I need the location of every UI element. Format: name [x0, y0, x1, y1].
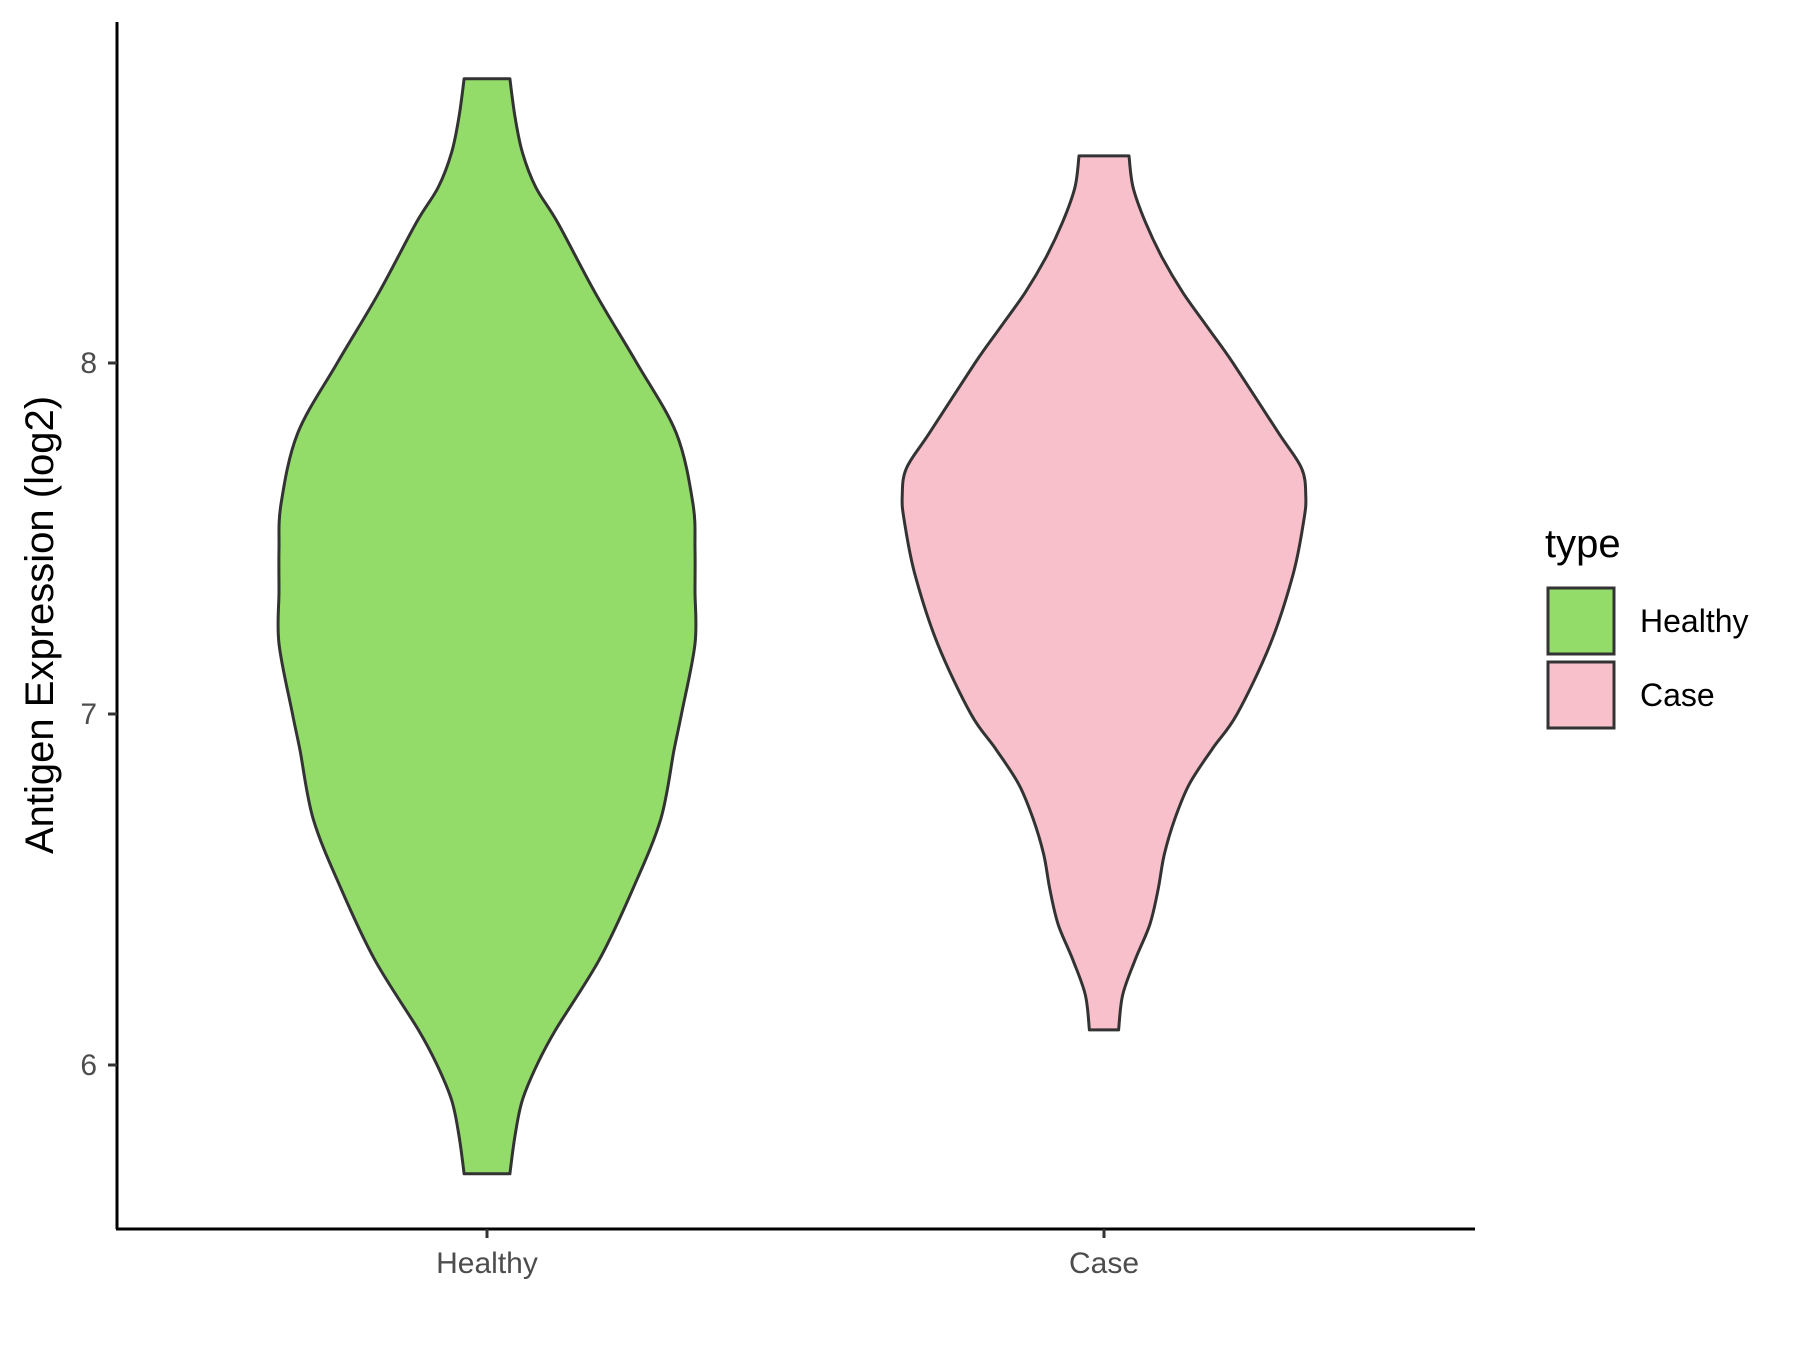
x-tick-label: Healthy — [436, 1247, 538, 1280]
legend-key-case — [1546, 660, 1616, 730]
x-tick-label: Case — [1069, 1247, 1139, 1280]
legend-label-case: Case — [1640, 677, 1715, 713]
violin-case — [900, 154, 1308, 1032]
y-axis-title: Antigen Expression (log2) — [18, 396, 62, 854]
y-ticks: 6 7 8 — [80, 347, 117, 1082]
x-ticks: Healthy Case — [436, 1229, 1139, 1280]
legend-label-healthy: Healthy — [1640, 603, 1749, 639]
y-tick-label: 8 — [80, 347, 97, 380]
y-tick-label: 6 — [80, 1049, 97, 1082]
legend-title: type — [1545, 522, 1621, 566]
legend: type Healthy Case — [1545, 522, 1749, 730]
violin-layer — [276, 77, 1308, 1176]
legend-key-healthy — [1546, 586, 1616, 656]
y-tick-label: 7 — [80, 698, 97, 731]
violin-healthy — [276, 77, 698, 1176]
